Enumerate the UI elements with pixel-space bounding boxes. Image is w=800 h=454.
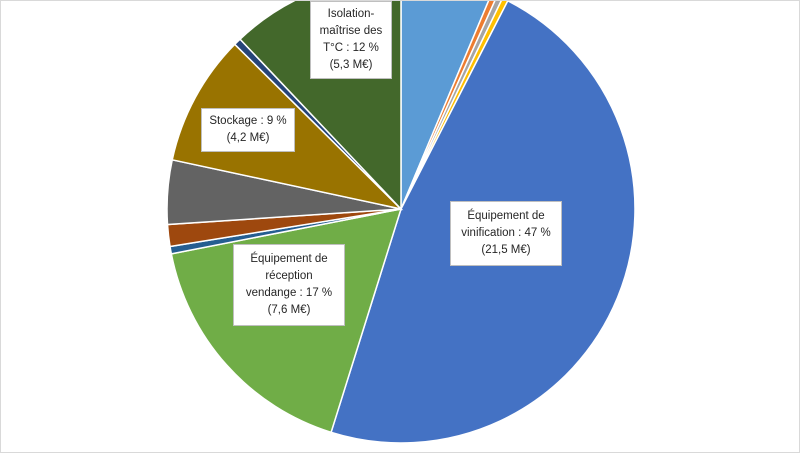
- label-line: (4,2 M€): [226, 132, 270, 144]
- label-line: Isolation-: [327, 8, 375, 20]
- label-line: vinification : 47 %: [461, 227, 551, 239]
- label-line: réception: [265, 270, 313, 282]
- label-line: Équipement de: [250, 253, 328, 265]
- label-isolation: Isolation- maîtrise des T°C : 12 % (5,3 …: [310, 1, 392, 79]
- label-stockage: Stockage : 9 % (4,2 M€): [201, 108, 295, 152]
- label-line: (7,6 M€): [267, 304, 311, 316]
- label-line: T°C : 12 %: [323, 42, 379, 54]
- label-equipement-vinification: Équipement de vinification : 47 % (21,5 …: [450, 201, 562, 266]
- label-line: (5,3 M€): [329, 59, 373, 71]
- label-line: Stockage : 9 %: [209, 115, 287, 127]
- label-line: maîtrise des: [319, 25, 383, 37]
- label-equipement-reception: Équipement de réception vendange : 17 % …: [233, 244, 345, 326]
- label-line: (21,5 M€): [481, 244, 531, 256]
- label-line: vendange : 17 %: [245, 287, 333, 299]
- label-line: Équipement de: [467, 210, 545, 222]
